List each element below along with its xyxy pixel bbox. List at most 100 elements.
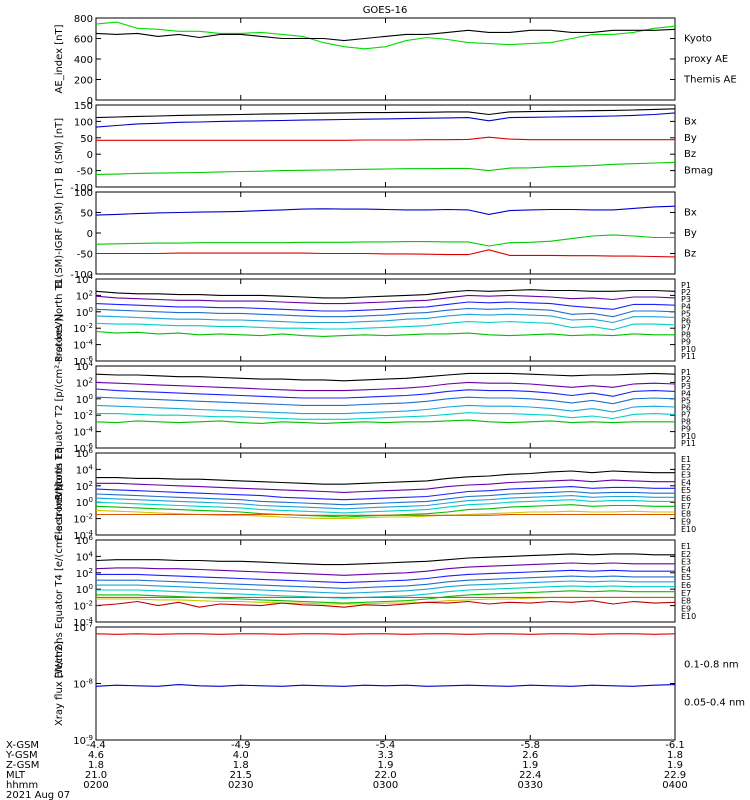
panel-label: By [684,133,697,144]
y-tick-label: 0 [87,150,93,161]
panel-frame [95,191,676,275]
legend-entry: E1 [681,542,691,551]
x-axis-value: 0400 [662,780,687,791]
legend-entry: P1 [681,368,691,377]
series-line-e2 [96,479,675,493]
legend-entry: P11 [681,352,696,361]
y-axis-label: Electrons North T3 [54,447,65,540]
series-line-e6 [96,585,675,599]
legend-entry: P6 [681,403,691,412]
panel-label: Bmag [684,166,713,177]
x-axis-value: 0200 [83,780,108,791]
legend-entry: E8 [681,597,691,606]
panel-2: 150 100 50 0 -50 -100 B (SM) [nT] [54,101,676,194]
y-axis-label: AE_index [nT] [54,24,65,93]
x-axis-value: 4.6 [88,750,104,761]
series-line-bx [95,205,676,216]
legend-entry: E7 [681,502,691,511]
legend-entry: P5 [681,309,691,318]
x-axis-value: 0330 [518,780,543,791]
y-tick-label: 10-4 [73,616,93,629]
series-line-p6 [95,321,676,331]
panel-label: By [684,228,697,239]
series-line-themis-ae [95,28,676,42]
y-tick-label: 10-2 [73,513,93,526]
x-axis-value: 1.8 [233,760,249,771]
panel-label: Bx [684,116,697,127]
panel-frame [95,452,676,536]
y-tick-label: 104 [76,273,94,286]
y-axis-label: B (SM) [nT] [54,118,65,174]
y-tick-label: 100 [74,117,93,128]
y-tick-label: -50 [77,167,93,178]
legend-entry: E3 [681,471,691,480]
legend-entry: E9 [681,517,691,526]
legend-entry: P7 [681,324,691,333]
panel-label: Kyoto [684,34,712,45]
panel-6: 106 104 102 100 10-2 10-4 Electrons North T3 [54,447,676,542]
x-axis-value: 2.6 [522,750,538,761]
legend-entry: P9 [681,425,691,434]
y-axis-label: Protons North T1 [54,278,65,362]
y-tick-label: 104 [76,463,94,476]
series-line-p4 [95,307,676,318]
y-tick-label: -100 [70,270,93,281]
legend-entry: P11 [681,439,696,448]
y-tick-label: 10-2 [73,409,93,422]
y-axis-label: Electrons Equator T4 [e/(cm²-s-sr-keV)] [54,483,65,678]
panel-8: 10-7 10-8 10-9 Xray flux [W/m2] [54,621,676,747]
panel-5: 104 102 100 10-2 10-4 10-6 Protons Equator T2 … [54,314,676,500]
y-tick-label: 100 [76,496,93,509]
legend-entry: P8 [681,331,691,340]
panel-3: 100 50 0 -50 -100 B (SM)-IGRF (SM) [nT] [54,178,676,288]
legend-entry: E9 [681,604,691,613]
legend-entry: E8 [681,510,691,519]
legend-entry: E10 [681,612,696,621]
series-line-p4 [95,396,676,406]
panel-label: Themis AE [683,75,737,86]
panel-label: Bz [684,249,696,260]
x-axis-value: 22.4 [519,770,541,781]
y-tick-label: 200 [74,76,93,87]
series-line-e3 [96,569,675,584]
y-tick-label: 10-4 [73,529,93,542]
legend-entry: P3 [681,382,691,391]
legend-entry: P2 [681,375,691,384]
series-line-e9 [96,513,675,516]
x-row-label: MLT [6,770,26,781]
series-line-bx [95,112,676,128]
series-line-by [95,161,676,175]
x-axis-value: 0300 [373,780,398,791]
legend-entry: E4 [681,565,691,574]
legend-entry: P9 [681,338,691,347]
series-line-e3 [95,486,675,501]
series-line-p7 [95,330,675,337]
chart-title: GOES-16 [363,5,408,16]
series-line-p2 [95,294,676,305]
legend-entry: E3 [681,558,691,567]
panel-label: Bx [684,208,697,219]
series-line-p6 [96,412,676,420]
panel-label: Bz [684,149,696,160]
y-tick-label: 10-2 [73,600,93,613]
series-line-e5 [96,580,675,594]
series-line-e6 [95,499,675,514]
series-line-p3 [95,388,676,399]
y-tick-label: 10-6 [73,442,93,455]
series-line-bz [96,249,676,258]
x-axis-value: -4.4 [86,740,106,751]
panel-frame [95,104,676,188]
y-tick-label: 10-4 [73,339,93,352]
y-tick-label: 10-9 [73,734,93,747]
legend-entry: E2 [681,463,691,472]
x-axis-value: 21.5 [230,770,252,781]
x-axis-value: 0230 [228,780,253,791]
series-line-e1 [96,470,675,485]
y-tick-label: 0 [87,96,93,107]
date-label: 2021 Aug 07 [6,790,70,800]
x-axis-value: 3.3 [378,750,394,761]
x-axis-value: -6.1 [665,740,685,751]
y-tick-label: 50 [80,209,93,220]
panel-4: 104 102 100 10-2 10-4 10-6 Protons North T1 [54,273,676,368]
